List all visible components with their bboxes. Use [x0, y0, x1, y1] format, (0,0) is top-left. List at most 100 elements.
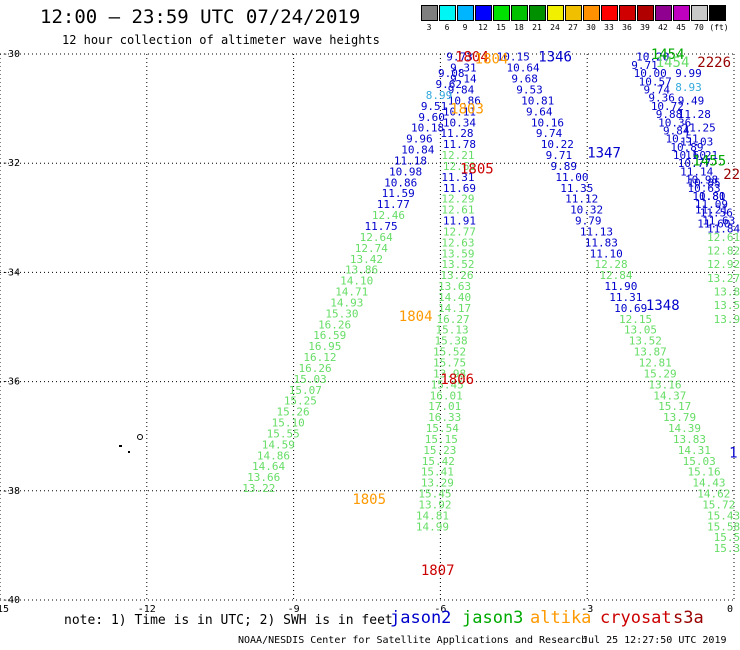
wave-height-value: 14.99: [416, 520, 449, 533]
wave-height-value: 11.78: [443, 138, 476, 151]
wave-height-value: 13.05: [624, 324, 657, 337]
wave-height-value: 10.36: [658, 116, 691, 129]
wave-height-value: 11.21: [685, 149, 718, 162]
wave-height-value: 10.64: [506, 62, 539, 75]
wave-height-value: 14.81: [416, 509, 449, 522]
colorbar-label: 9: [462, 23, 468, 32]
wave-height-value: 11.83: [585, 236, 618, 249]
wave-height-value: 9.89: [551, 160, 578, 173]
page-title: 12:00 – 23:59 UTC 07/24/2019: [40, 6, 361, 28]
wave-height-value: 12.61: [443, 160, 476, 173]
pass-number-label: 1803: [450, 102, 484, 118]
wave-height-value: 9.62: [436, 78, 463, 91]
wave-height-value: 11.91: [443, 215, 476, 228]
wave-height-value: 13.63: [438, 280, 471, 293]
colorbar-label: 33: [604, 23, 614, 32]
wave-height-value: 9.71: [631, 59, 658, 72]
wave-height-value: 16.26: [298, 362, 331, 375]
wave-height-value: 14.62: [697, 488, 730, 501]
wave-height-value: 10.72: [651, 100, 684, 113]
pass-number-label: 1455: [692, 153, 726, 169]
satellite-name-s3a: s3a: [673, 608, 704, 628]
wave-height-value: 15.03: [683, 455, 716, 468]
wave-height-value: 15.45: [431, 378, 464, 391]
wave-height-value: 12.92: [707, 258, 740, 271]
wave-height-value: 15.30: [325, 307, 358, 320]
satellite-name-cryosat: cryosat: [600, 608, 672, 628]
wave-height-value: 10.57: [639, 75, 672, 88]
wave-height-value: 12.74: [355, 242, 388, 255]
wave-height-value: 13.9: [714, 313, 740, 326]
wave-height-value: 9.64: [526, 105, 553, 118]
wave-height-value: 10.34: [443, 116, 476, 129]
wave-height-value: 13.42: [350, 253, 383, 266]
pass-number-label: 1807: [421, 563, 455, 579]
wave-height-value: 15.52: [433, 346, 466, 359]
colorbar-swatch: [421, 5, 438, 21]
wave-height-value: 10.18: [411, 122, 444, 135]
wave-height-value: 11.56: [700, 206, 733, 219]
lon-tick-label: -12: [138, 604, 156, 615]
wave-height-value: 13.79: [663, 411, 696, 424]
wave-height-value: 10.69: [614, 302, 647, 315]
wave-height-value: 15.5: [714, 531, 740, 544]
wave-height-value: 10.32: [570, 204, 603, 217]
wave-height-value: 10.11: [443, 105, 476, 118]
wave-height-value: 10.81: [521, 94, 554, 107]
wave-height-value: 15.15: [425, 433, 458, 446]
wave-height-value: 11.84: [707, 223, 740, 236]
wave-height-value: 11.31: [441, 171, 474, 184]
wave-height-value: 13.98: [433, 367, 466, 380]
wave-height-value: 9.71: [546, 149, 573, 162]
wave-height-value: 12.29: [441, 193, 474, 206]
wave-height-value: 10.00: [634, 67, 667, 80]
wave-height-value: 10.89: [670, 141, 703, 154]
colorbar-label: 12: [478, 23, 488, 32]
wave-height-value: 16.12: [303, 351, 336, 364]
colorbar-swatch: [565, 5, 582, 21]
wave-height-value: 11.03: [680, 135, 713, 148]
wave-height-value: 9.53: [516, 83, 543, 96]
wave-height-value: 9.14: [450, 73, 477, 86]
colorbar-label: 39: [640, 23, 650, 32]
wave-height-value: 13.29: [421, 477, 454, 490]
lon-tick-label: -6: [434, 604, 446, 615]
colorbar-label: 30: [586, 23, 596, 32]
wave-height-value: 13.5: [714, 299, 740, 312]
wave-height-value: 12.64: [360, 231, 393, 244]
colorbar-unit: (ft): [709, 23, 729, 32]
colorbar-swatch: [637, 5, 654, 21]
lon-tick-label: -9: [288, 604, 300, 615]
pass-number-label: 1804: [475, 51, 509, 67]
colorbar-label: 45: [676, 23, 686, 32]
wave-height-value: 14.37: [653, 389, 686, 402]
wave-height-value: 13.52: [629, 335, 662, 348]
pass-number-label: 1347: [587, 145, 621, 161]
wave-height-value: 10.20: [636, 51, 669, 64]
island-marker: [119, 434, 143, 453]
wave-height-value: 11.59: [382, 187, 415, 200]
wave-height-value: 9.68: [511, 73, 538, 86]
wave-height-value: 10.22: [541, 138, 574, 151]
wave-height-value: 13.92: [418, 498, 451, 511]
colorbar-swatch: [673, 5, 690, 21]
pass-number-label: 1805: [352, 492, 386, 508]
lat-tick-label: -34: [2, 267, 20, 278]
wave-height-value: 14.71: [335, 286, 368, 299]
colorbar-swatch: [493, 5, 510, 21]
colorbar-swatch: [547, 5, 564, 21]
wave-height-value: 8.93: [675, 81, 702, 94]
wave-height-value: 9.99: [675, 67, 702, 80]
colorbar-label: 6: [444, 23, 450, 32]
wave-height-value: 16.26: [318, 318, 351, 331]
lon-tick-label: -15: [0, 604, 9, 615]
wave-height-value: 13.22: [242, 482, 275, 495]
colorbar-label: 27: [568, 23, 578, 32]
pass-number-label: 1804: [455, 50, 489, 66]
wave-height-value: 15.75: [433, 356, 466, 369]
colorbar-swatch: [511, 5, 528, 21]
pass-number-label: 1348: [646, 298, 680, 314]
wave-height-value: 15.3: [714, 542, 740, 555]
wave-height-value: 11.60: [697, 217, 730, 230]
